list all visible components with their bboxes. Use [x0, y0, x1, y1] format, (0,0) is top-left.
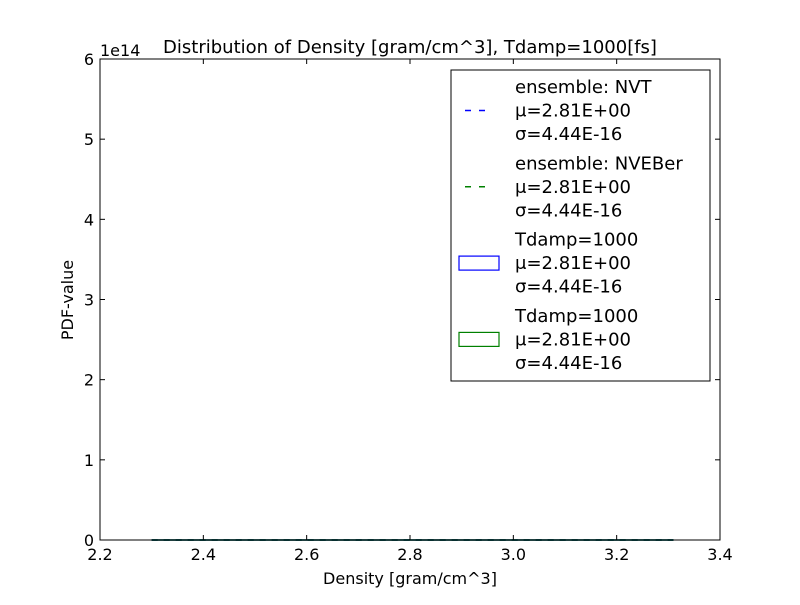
- x-tick-label: 2.4: [191, 545, 216, 564]
- y-axis-label: PDF-value: [58, 260, 77, 340]
- legend-entry-text: Tdamp=1000: [514, 230, 638, 251]
- y-tick-label: 0: [84, 531, 94, 550]
- legend-entry-text: μ=2.81E+00: [515, 253, 631, 274]
- legend-box: [450, 69, 711, 382]
- y-tick-label: 2: [84, 371, 94, 390]
- legend: ensemble: NVTμ=2.81E+00σ=4.44E-16ensembl…: [450, 69, 711, 382]
- legend-entry-text: σ=4.44E-16: [515, 353, 622, 374]
- plot-area: 2.2 2.4 2.6 2.8 3.0 3.2 3.4 0 1 2 3 4 5 6: [84, 50, 733, 564]
- x-tick-label: 2.8: [397, 545, 422, 564]
- y-offset-label: 1e14: [100, 41, 140, 60]
- legend-entry-text: σ=4.44E-16: [515, 124, 622, 145]
- x-tick-label: 2.6: [294, 545, 319, 564]
- x-tick-label: 3.4: [707, 545, 732, 564]
- legend-handle-bar: [458, 331, 500, 347]
- legend-entry-text: Tdamp=1000: [514, 306, 638, 327]
- legend-entry-text: μ=2.81E+00: [515, 329, 631, 350]
- x-axis-label: Density [gram/cm^3]: [323, 569, 497, 588]
- legend-entry-text: σ=4.44E-16: [515, 277, 622, 298]
- x-tick-label: 2.2: [87, 545, 112, 564]
- legend-entry-text: σ=4.44E-16: [515, 200, 622, 221]
- legend-entry-text: ensemble: NVEBer: [515, 153, 683, 174]
- y-tick-label: 3: [84, 291, 94, 310]
- y-tick-label: 1: [84, 451, 94, 470]
- y-tick-label: 6: [84, 50, 94, 69]
- y-tick-label: 4: [84, 210, 94, 229]
- legend-entry-text: ensemble: NVT: [515, 77, 653, 98]
- y-tick-label: 5: [84, 130, 94, 149]
- x-tick-label: 3.2: [604, 545, 629, 564]
- x-tick-label: 3.0: [501, 545, 526, 564]
- chart-title: Distribution of Density [gram/cm^3], Tda…: [163, 37, 657, 58]
- legend-handle-bar: [458, 255, 500, 271]
- legend-entry-text: μ=2.81E+00: [515, 101, 631, 122]
- plot-frame: [99, 58, 721, 541]
- legend-entry-text: μ=2.81E+00: [515, 177, 631, 198]
